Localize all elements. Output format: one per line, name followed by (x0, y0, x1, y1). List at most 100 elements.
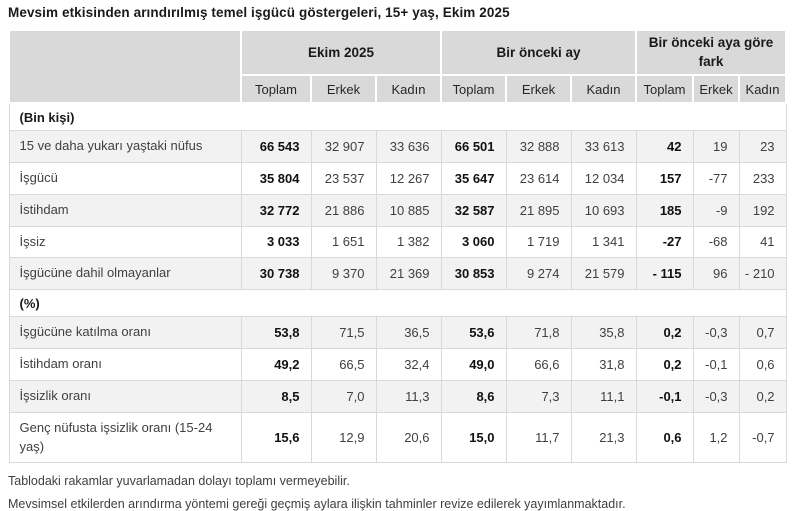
table-cell: 12 034 (570, 161, 637, 195)
table-cell: 11,7 (505, 411, 572, 464)
table-row: İşsizlik oranı 8,5 7,0 11,3 8,6 7,3 11,1 -0,1 -0… (8, 379, 787, 413)
row-label: İşsizlik oranı (8, 379, 242, 413)
table-row: İstihdam 32 772 21 886 10 885 32 587 21 895 10… (8, 193, 787, 227)
table-cell: 0,2 (738, 379, 787, 413)
row-label: İşgücüne katılma oranı (8, 316, 242, 350)
subheader-toplam-2: Toplam (440, 74, 508, 104)
table-cell: 49,2 (240, 348, 312, 381)
footnote-revision: Mevsimsel etkilerden arındırma yöntemi g… (8, 497, 626, 511)
subheader-erkek-3: Erkek (692, 74, 741, 104)
row-label: Genç nüfusta işsizlik oranı (15-24 yaş) (8, 411, 242, 464)
table-cell: 15,6 (240, 411, 312, 464)
table-cell: 33 613 (570, 130, 637, 163)
table-cell: 66,5 (310, 348, 377, 381)
table-cell: 32 907 (310, 130, 377, 163)
table-cell: 10 693 (570, 193, 637, 227)
table-cell: 7,3 (505, 379, 572, 413)
table-cell: 1 382 (375, 225, 442, 259)
section-header-row: (Bin kişi) (8, 102, 787, 131)
table-cell: 96 (692, 257, 740, 291)
subheader-kadin-1: Kadın (374, 74, 443, 104)
table-row: 15 ve daha yukarı yaştaki nüfus 66 543 32 … (8, 130, 787, 163)
section-header-row: (%) (8, 289, 787, 318)
table-cell: 66,6 (505, 348, 572, 381)
table-cell: 35,8 (570, 316, 637, 350)
table-row: İstihdam oranı 49,2 66,5 32,4 49,0 66,6 31,8 0,… (8, 348, 787, 381)
table-cell: 49,0 (440, 348, 507, 381)
table-cell: 157 (635, 161, 694, 195)
table-cell: 23 (738, 130, 787, 163)
table-body: (Bin kişi) 15 ve daha yukarı yaştaki nüfu… (8, 102, 787, 464)
table-cell: 53,6 (440, 316, 507, 350)
table-cell: 7,0 (310, 379, 377, 413)
table-cell: 1 651 (310, 225, 377, 259)
table-cell: 21 369 (375, 257, 442, 291)
table-cell: 42 (635, 130, 694, 163)
table-row: İşsiz 3 033 1 651 1 382 3 060 1 719 1 341 -27 -6… (8, 225, 787, 259)
table-cell: 23 614 (505, 161, 572, 195)
table-cell: 30 853 (440, 257, 507, 291)
table-cell: 8,6 (440, 379, 507, 413)
table-cell: 9 370 (310, 257, 377, 291)
table-cell: 10 885 (375, 193, 442, 227)
table-cell: 35 647 (440, 161, 507, 195)
row-label: İşgücüne dahil olmayanlar (8, 257, 242, 291)
table-cell: 8,5 (240, 379, 312, 413)
table-cell: 66 501 (440, 130, 507, 163)
row-label: İşgücü (8, 161, 242, 195)
table-cell: 3 060 (440, 225, 507, 259)
table-cell: 32 772 (240, 193, 312, 227)
table-cell: 32,4 (375, 348, 442, 381)
table-cell: 71,8 (505, 316, 572, 350)
table-cell: 15,0 (440, 411, 507, 464)
table-cell: 192 (738, 193, 787, 227)
table-cell: 41 (738, 225, 787, 259)
table-cell: 0,6 (738, 348, 787, 381)
table-cell: 33 636 (375, 130, 442, 163)
table-cell: 35 804 (240, 161, 312, 195)
table-cell: -77 (692, 161, 740, 195)
table-cell: 53,8 (240, 316, 312, 350)
row-label: İstihdam oranı (8, 348, 242, 381)
table-cell: 23 537 (310, 161, 377, 195)
table-cell: 12 267 (375, 161, 442, 195)
table-cell: 1 719 (505, 225, 572, 259)
col-group-fark: Bir önceki aya göre fark (635, 28, 788, 77)
table-cell: 11,1 (570, 379, 637, 413)
table-cell: 71,5 (310, 316, 377, 350)
table-cell: -0,3 (692, 379, 740, 413)
page-title: Mevsim etkisinden arındırılmış temel işg… (8, 5, 510, 20)
table-cell: 0,2 (635, 348, 694, 381)
table-row: İşgücüne dahil olmayanlar 30 738 9 370 21 3… (8, 257, 787, 291)
table-cell: 32 587 (440, 193, 507, 227)
table-cell: 32 888 (505, 130, 572, 163)
table-header: Ekim 2025 Bir önceki ay Bir önceki aya g… (8, 28, 788, 104)
row-label: 15 ve daha yukarı yaştaki nüfus (8, 130, 242, 163)
table-cell: 21,3 (570, 411, 637, 464)
table-cell: -27 (635, 225, 694, 259)
table-cell: 66 543 (240, 130, 312, 163)
row-label: İstihdam (8, 193, 242, 227)
table-cell: 21 579 (570, 257, 637, 291)
table-cell: -0,1 (692, 348, 740, 381)
section-header: (Bin kişi) (8, 102, 787, 131)
table-cell: 36,5 (375, 316, 442, 350)
group-header-row: Ekim 2025 Bir önceki ay Bir önceki aya g… (8, 28, 788, 104)
table-cell: - 115 (635, 257, 694, 291)
table-cell: - 210 (738, 257, 787, 291)
table-row: İşgücü 35 804 23 537 12 267 35 647 23 614 12 0… (8, 161, 787, 195)
section-header: (%) (8, 289, 787, 318)
table-cell: 1 341 (570, 225, 637, 259)
table-cell: 1,2 (692, 411, 740, 464)
table-cell: 0,6 (635, 411, 694, 464)
col-group-ekim-2025: Ekim 2025 (239, 28, 443, 77)
table-cell: 185 (635, 193, 694, 227)
table-cell: 3 033 (240, 225, 312, 259)
subheader-toplam-1: Toplam (240, 74, 312, 104)
footnote-rounding: Tablodaki rakamlar yuvarlamadan dolayı t… (8, 474, 350, 489)
sub-header-row: Toplam Erkek Kadın Toplam Erkek Kadın To… (9, 74, 788, 104)
table-cell: 19 (692, 130, 740, 163)
table-row: İşgücüne katılma oranı 53,8 71,5 36,5 53,6 71… (8, 316, 787, 350)
subheader-erkek-2: Erkek (505, 74, 573, 104)
